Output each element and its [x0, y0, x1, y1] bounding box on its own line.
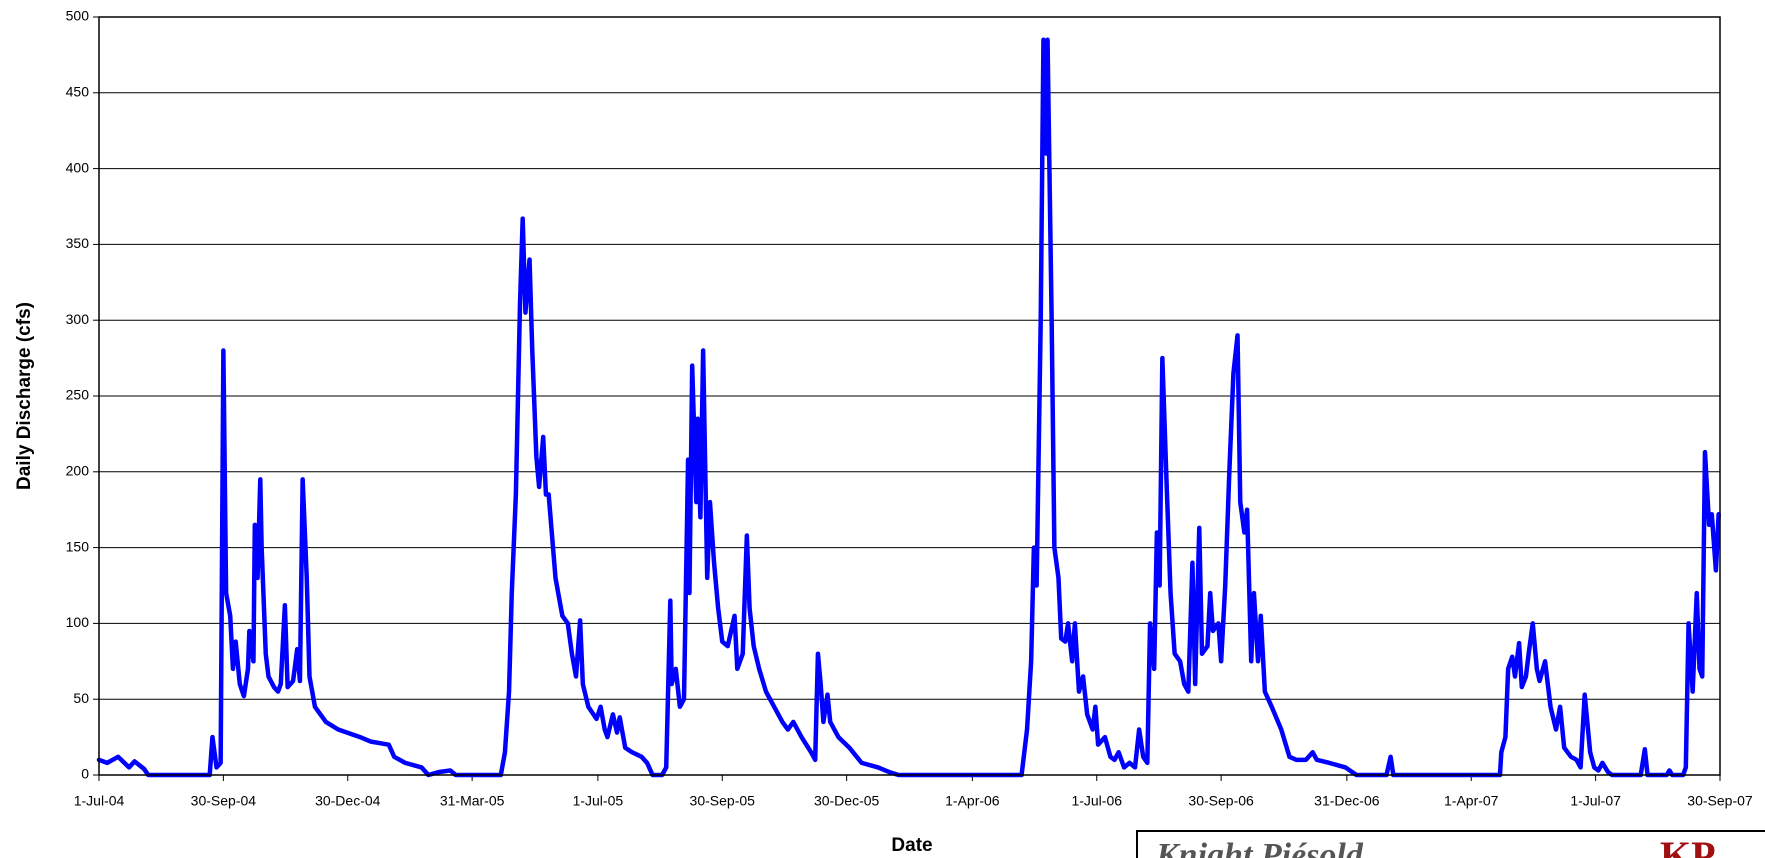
y-tick-label: 100 — [66, 614, 90, 630]
x-tick-label: 30-Dec-05 — [814, 793, 880, 809]
y-tick-label: 450 — [66, 84, 90, 100]
y-tick-label: 500 — [66, 8, 90, 24]
y-tick-label: 350 — [66, 235, 90, 251]
x-tick-label: 1-Jul-05 — [573, 793, 624, 809]
x-axis-title: Date — [891, 835, 932, 856]
x-tick-label: 31-Mar-05 — [440, 793, 505, 809]
x-tick-label: 30-Dec-04 — [315, 793, 381, 809]
x-tick-label: 1-Jul-07 — [1570, 793, 1621, 809]
logo-box — [1136, 830, 1765, 858]
x-tick-label: 30-Sep-07 — [1687, 793, 1753, 809]
data-line — [96, 37, 1721, 778]
x-tick-label: 30-Sep-05 — [690, 793, 756, 809]
y-tick-label: 300 — [66, 311, 90, 327]
logo-mark: KP — [1660, 833, 1716, 858]
plot-border — [98, 16, 1721, 776]
x-tick-label: 1-Apr-06 — [945, 793, 1000, 809]
x-tick-label: 1-Apr-07 — [1444, 793, 1499, 809]
y-tick-label: 200 — [66, 463, 90, 479]
x-tick-label: 30-Sep-06 — [1188, 793, 1254, 809]
y-tick-label: 50 — [73, 690, 89, 706]
y-tick-label: 400 — [66, 159, 90, 175]
y-axis-title: Daily Discharge (cfs) — [14, 302, 35, 490]
y-tick-label: 250 — [66, 387, 90, 403]
y-tick-label: 0 — [81, 766, 89, 782]
logo-name: Knight Piésold — [1155, 837, 1364, 858]
x-tick-label: 31-Dec-06 — [1314, 793, 1380, 809]
x-tick-label: 1-Jul-06 — [1071, 793, 1122, 809]
x-tick-label: 30-Sep-04 — [191, 793, 257, 809]
x-tick-label: 1-Jul-04 — [74, 793, 125, 809]
y-tick-label: 150 — [66, 538, 90, 554]
